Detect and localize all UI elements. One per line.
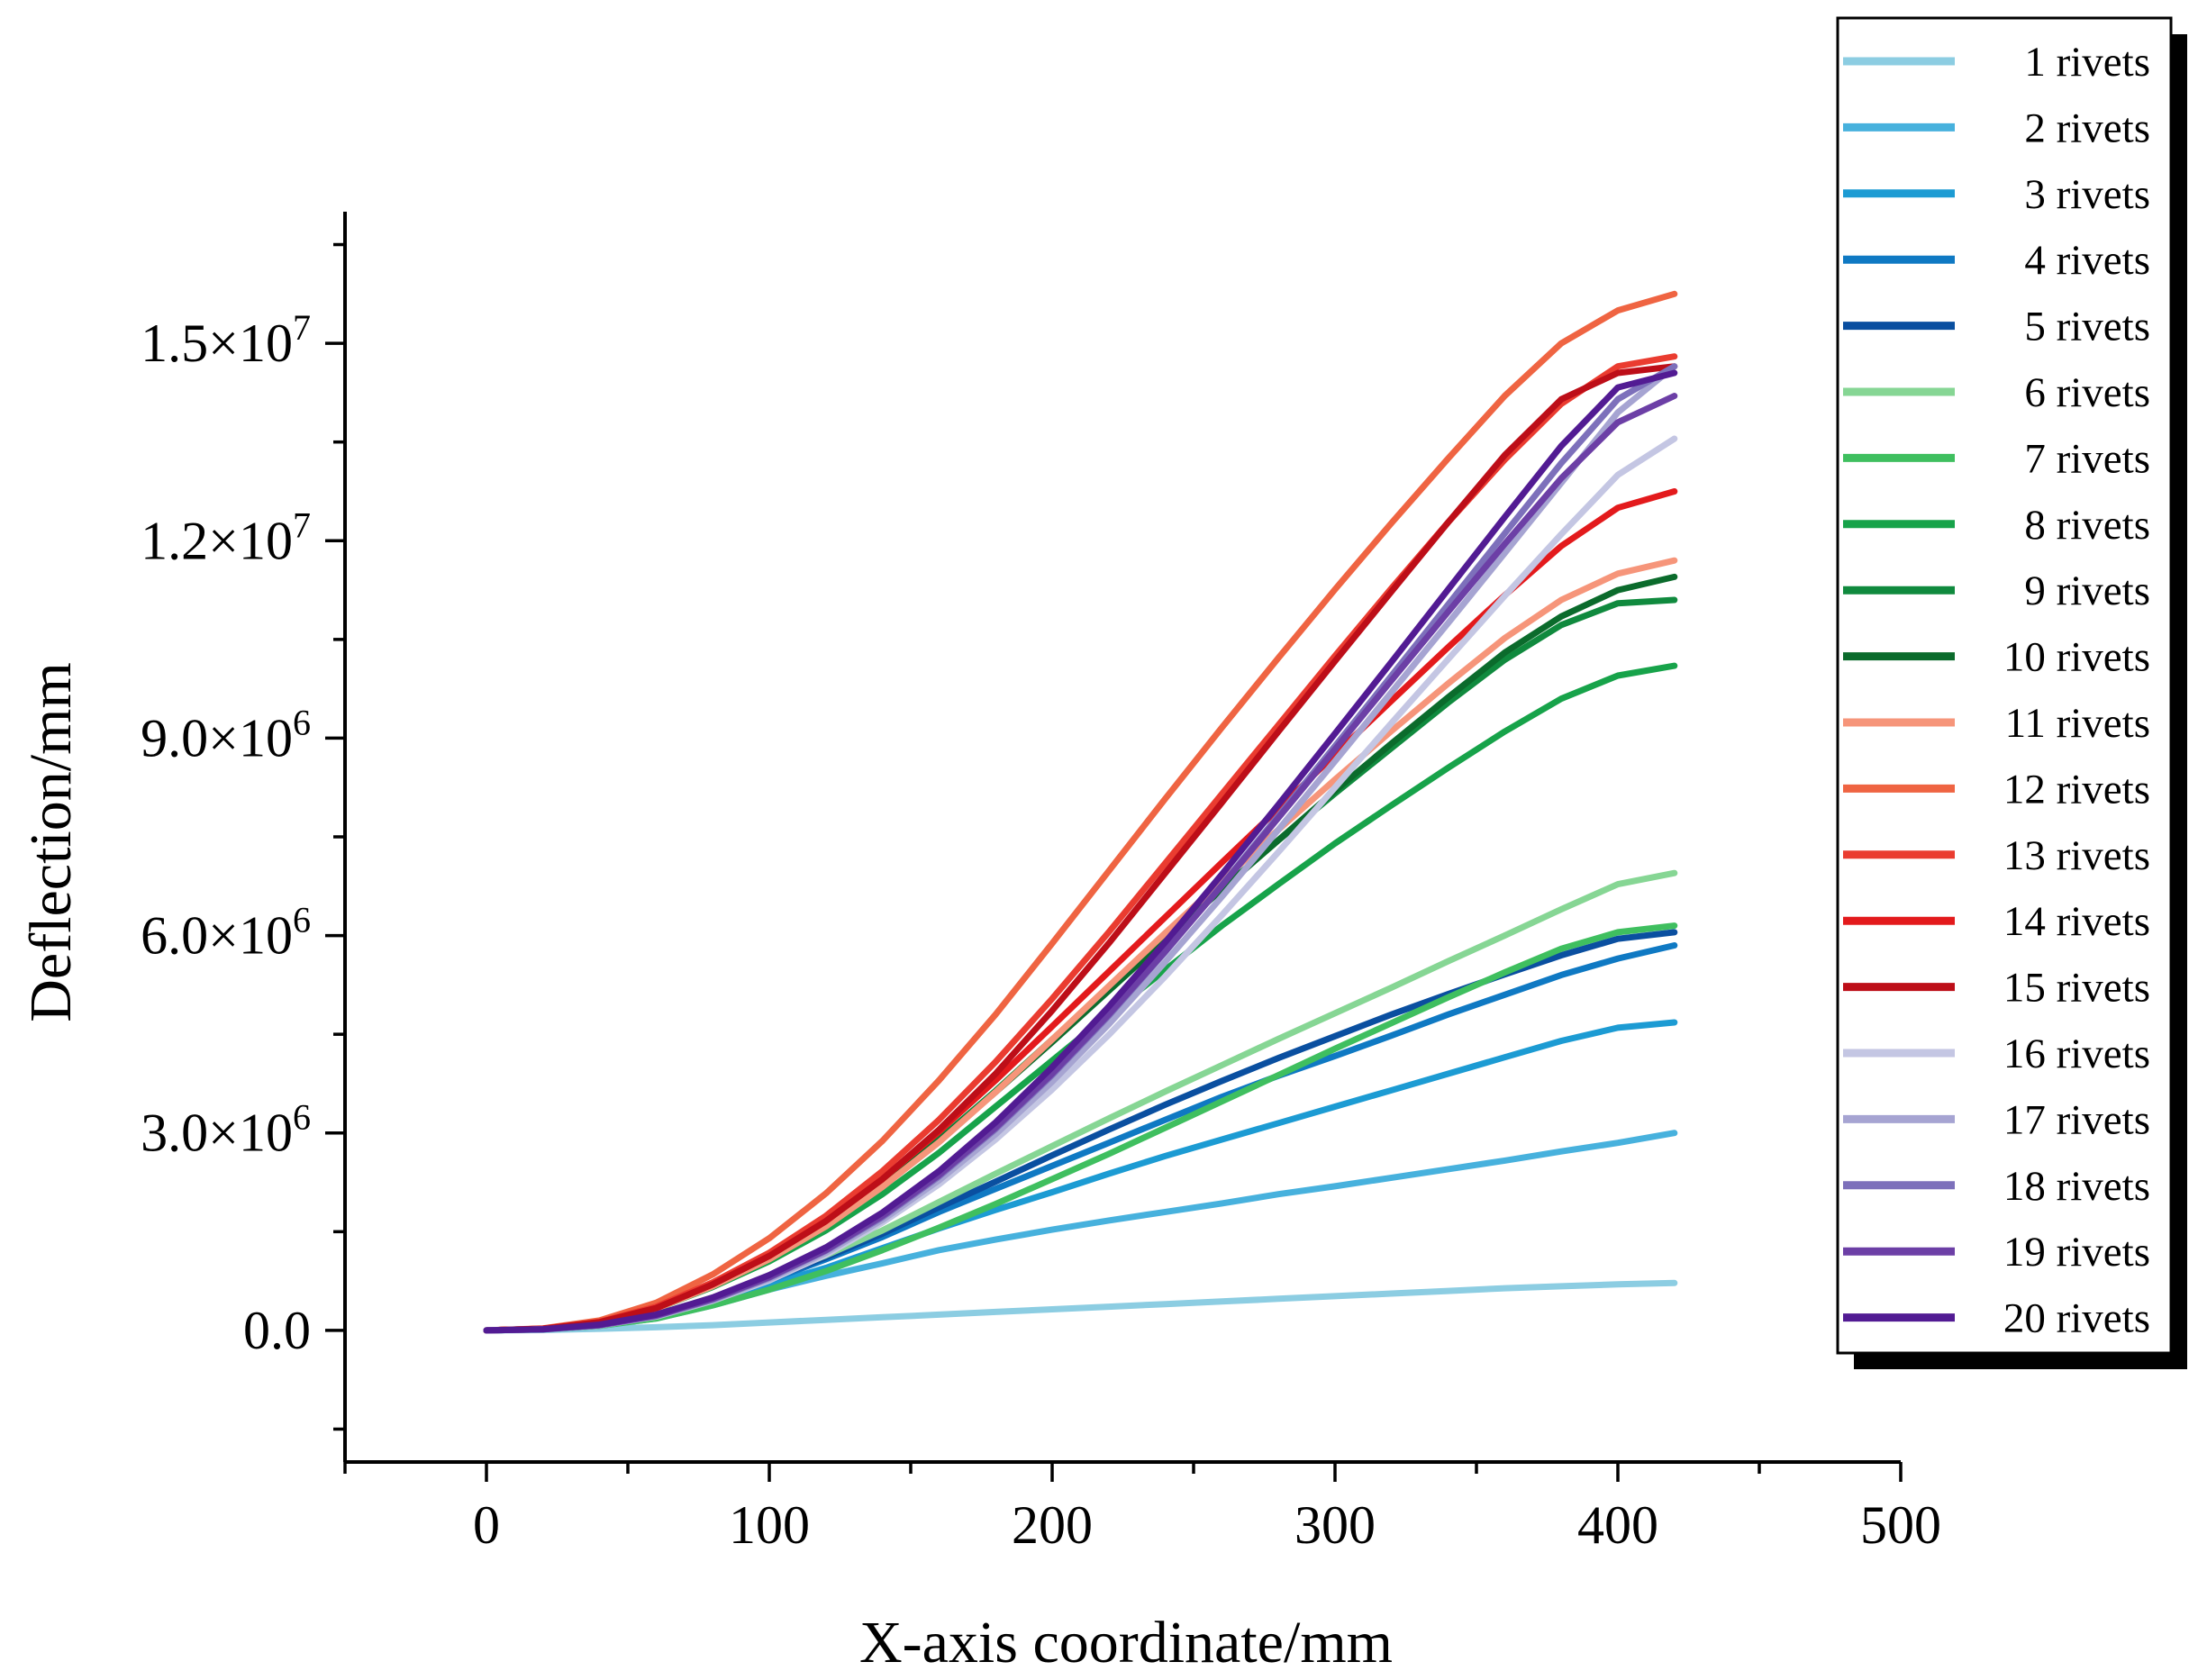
legend-item-16: 16 rivets (1843, 1031, 2150, 1077)
legend-label: 18 rivets (2003, 1163, 2150, 1210)
series-line-6-rivets (483, 869, 1678, 1334)
x-tick-label: 300 (1294, 1495, 1376, 1555)
legend-item-3: 3 rivets (1843, 171, 2150, 218)
legend-item-11: 11 rivets (1843, 700, 2150, 747)
legend-item-7: 7 rivets (1843, 435, 2150, 482)
legend-label: 3 rivets (2024, 171, 2150, 218)
legend-item-8: 8 rivets (1843, 502, 2150, 549)
legend-item-20: 20 rivets (1843, 1295, 2150, 1342)
legend-items: 1 rivets 2 rivets 3 rivets 4 rivets 5 rivets… (1843, 39, 2150, 1342)
legend-item-18: 18 rivets (1843, 1163, 2150, 1210)
legend-label: 15 rivets (2003, 965, 2150, 1012)
legend-item-10: 10 rivets (1843, 634, 2150, 681)
legend-item-13: 13 rivets (1843, 832, 2150, 879)
axis-tick-labels: 0 100 200 300 400 500 0.0 3.0×106 6.0×106 9.0×106… (141, 307, 1941, 1555)
legend-label: 9 rivets (2024, 568, 2150, 614)
legend-item-1: 1 rivets (1843, 39, 2150, 86)
legend-box (1836, 16, 2173, 1355)
series-line-1-rivets (483, 1279, 1678, 1334)
series-line-19-rivets (483, 393, 1678, 1334)
series-lines (483, 290, 1678, 1334)
legend-item-12: 12 rivets (1843, 766, 2150, 813)
series-line-7-rivets (483, 922, 1678, 1334)
legend-label: 13 rivets (2003, 832, 2150, 879)
y-tick-label: 0.0 (243, 1301, 311, 1360)
y-tick-label: 9.0×106 (141, 702, 311, 767)
legend-item-2: 2 rivets (1843, 104, 2150, 151)
legend-item-9: 9 rivets (1843, 568, 2150, 614)
legend-label: 1 rivets (2024, 39, 2150, 86)
y-axis-title: Deflection/mm (18, 662, 84, 1022)
legend-label: 8 rivets (2024, 502, 2150, 549)
series-line-12-rivets (483, 290, 1678, 1334)
legend-label: 16 rivets (2003, 1031, 2150, 1077)
legend-item-19: 19 rivets (1843, 1229, 2150, 1276)
legend-item-17: 17 rivets (1843, 1096, 2150, 1143)
y-tick-label: 3.0×106 (141, 1097, 311, 1163)
x-tick-label: 200 (1012, 1495, 1093, 1555)
legend-label: 4 rivets (2024, 237, 2150, 284)
x-tick-label: 400 (1577, 1495, 1658, 1555)
legend-item-14: 14 rivets (1843, 898, 2150, 945)
legend-item-4: 4 rivets (1843, 237, 2150, 284)
legend-label: 7 rivets (2024, 435, 2150, 482)
legend-item-6: 6 rivets (1843, 369, 2150, 416)
legend-label: 20 rivets (2003, 1295, 2150, 1342)
y-tick-label: 1.5×107 (141, 307, 311, 373)
legend-label: 11 rivets (2005, 700, 2150, 747)
x-axis-title: X-axis coordinate/mm (859, 1610, 1393, 1675)
y-tick-label: 6.0×106 (141, 900, 311, 966)
series-line-10-rivets (483, 573, 1678, 1334)
x-tick-label: 0 (473, 1495, 500, 1555)
series-line-11-rivets (483, 557, 1678, 1334)
legend-label: 12 rivets (2003, 766, 2150, 813)
axis-ticks (325, 242, 1903, 1482)
legend-label: 10 rivets (2003, 634, 2150, 681)
x-tick-label: 100 (729, 1495, 810, 1555)
legend-label: 2 rivets (2024, 104, 2150, 151)
y-tick-label: 1.2×107 (141, 504, 311, 570)
legend-item-5: 5 rivets (1843, 304, 2150, 350)
legend-label: 6 rivets (2024, 369, 2150, 416)
legend-label: 17 rivets (2003, 1096, 2150, 1143)
series-line-20-rivets (483, 369, 1678, 1334)
series-line-16-rivets (483, 435, 1678, 1334)
legend-label: 5 rivets (2024, 304, 2150, 350)
legend-item-15: 15 rivets (1843, 965, 2150, 1012)
series-line-15-rivets (483, 363, 1678, 1334)
legend-label: 19 rivets (2003, 1229, 2150, 1276)
x-tick-label: 500 (1860, 1495, 1941, 1555)
legend: 1 rivets 2 rivets 3 rivets 4 rivets 5 rivets… (1836, 16, 2187, 1369)
legend-label: 14 rivets (2003, 898, 2150, 945)
series-line-3-rivets (483, 1019, 1678, 1334)
